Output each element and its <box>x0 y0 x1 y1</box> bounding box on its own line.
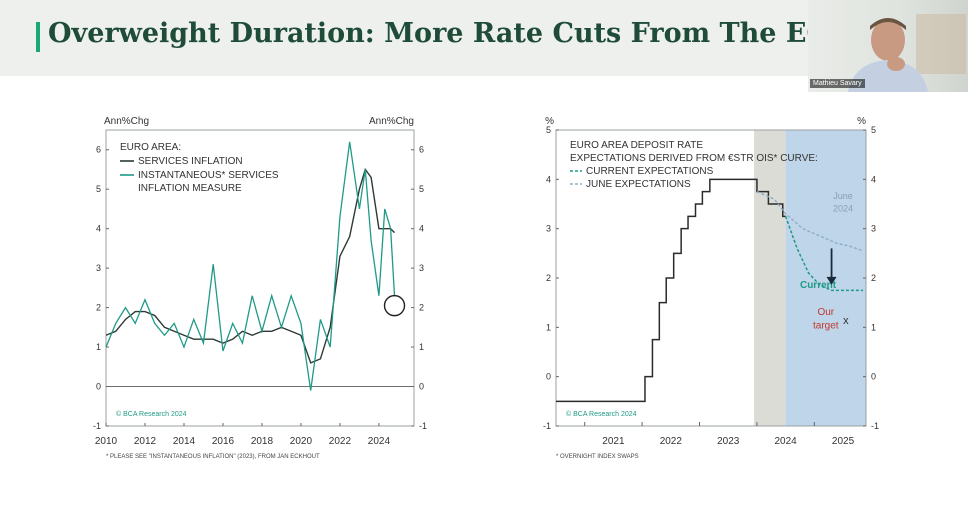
legend-label-instantaneous-line1: INSTANTANEOUS* SERVICES <box>138 170 279 181</box>
shaded-region-projection <box>785 130 866 426</box>
legend-title: EURO AREA: <box>120 142 181 153</box>
x-tick-label: 2022 <box>660 436 683 447</box>
x-tick-label: 2025 <box>832 436 855 447</box>
y-tick-label-left: 2 <box>96 303 101 313</box>
x-tick-label: 2020 <box>290 436 313 447</box>
y-tick-label-right: 5 <box>871 125 876 135</box>
y-tick-label-left: 6 <box>96 145 101 155</box>
x-tick-label: 2024 <box>368 436 391 447</box>
legend-label-services: SERVICES INFLATION <box>138 156 243 167</box>
series-line-services-inflation <box>105 167 396 364</box>
y-tick-label-left: -1 <box>543 421 551 431</box>
y-tick-label-left: 3 <box>96 263 101 273</box>
series-line-deposit-rate <box>556 178 786 403</box>
annotation-target-label-line2: target <box>813 320 839 331</box>
circle-annotation <box>383 294 406 317</box>
plot-frame <box>105 129 415 427</box>
y-tick-label-left: 3 <box>546 224 551 234</box>
slide-header: Overweight Duration: More Rate Cuts From… <box>0 0 968 76</box>
annotation-june-label-line2: 2024 <box>833 203 853 213</box>
y-tick-label-right: 4 <box>871 174 876 184</box>
y-tick-label-left: 1 <box>96 342 101 352</box>
presenter-silhouette <box>848 14 966 92</box>
annotation-current-label: Current <box>800 280 837 291</box>
annotation-target-label-line1: Our <box>817 307 834 318</box>
series-line-instantaneous-services <box>105 141 396 391</box>
left-axis-unit: % <box>545 116 554 127</box>
chart-left-svg: Ann%Chg Ann%Chg -1 -1 0 0 1 1 2 2 3 3 4 4 5 5 6 6 2010 2012… <box>93 116 427 460</box>
chart-right-svg: % % -1 -1 0 0 1 1 2 2 3 3 4 4 5 5 2021 2022 2023 2024 2025 EU… <box>543 116 879 460</box>
watermark: © BCA Research 2024 <box>116 410 187 418</box>
series-line-current-expectations <box>784 216 864 292</box>
chart-left: Ann%Chg Ann%Chg -1 -1 0 0 1 1 2 2 3 3 4 4 5 5 6 6 2010 2012… <box>86 108 446 468</box>
legend-label-current: CURRENT EXPECTATIONS <box>586 166 714 177</box>
y-tick-label-left: 0 <box>96 382 101 392</box>
annotation-target-marker: x <box>843 315 849 327</box>
y-tick-label-left: 4 <box>96 224 101 234</box>
x-tick-label: 2022 <box>329 436 352 447</box>
x-tick-label: 2014 <box>173 436 196 447</box>
x-tick-label: 2016 <box>212 436 235 447</box>
y-tick-label-left: -1 <box>93 421 101 431</box>
x-tick-label: 2010 <box>95 436 118 447</box>
x-tick-label: 2018 <box>251 436 274 447</box>
y-tick-label-right: -1 <box>871 421 879 431</box>
annotation-june-label-line1: June <box>833 191 853 201</box>
y-tick-label-left: 5 <box>96 184 101 194</box>
y-tick-label-right: 4 <box>419 224 424 234</box>
shaded-region-2024 <box>754 130 786 426</box>
chart-right: %% -1 -1 0 0 1 1 2 2 3 3 4 4 5 5 2021 2022 2023 2024 2025 EU… <box>522 108 892 468</box>
x-tick-label: 2021 <box>602 436 625 447</box>
y-tick-label-right: 2 <box>871 273 876 283</box>
x-tick-label: 2024 <box>775 436 798 447</box>
y-tick-label-right: 1 <box>871 322 876 332</box>
footnote: * OVERNIGHT INDEX SWAPS <box>556 454 639 460</box>
y-tick-label-left: 1 <box>546 322 551 332</box>
y-tick-label-left: 4 <box>546 174 551 184</box>
y-tick-label-right: 6 <box>419 145 424 155</box>
legend-title-line1: EURO AREA DEPOSIT RATE <box>570 140 703 151</box>
slide-title: Overweight Duration: More Rate Cuts From… <box>48 18 851 49</box>
webcam-video-tile[interactable]: Mathieu Savary <box>808 0 968 92</box>
legend-title-line2: EXPECTATIONS DERIVED FROM €STR OIS* CURV… <box>570 153 818 164</box>
x-tick-label: 2023 <box>717 436 740 447</box>
y-tick-label-left: 5 <box>546 125 551 135</box>
series-line-june-expectations <box>756 190 864 252</box>
footnote: * PLEASE SEE "INSTANTANEOUS INFLATION" (… <box>106 454 320 460</box>
legend-label-june: JUNE EXPECTATIONS <box>586 179 691 190</box>
y-tick-label-right: 3 <box>871 224 876 234</box>
y-tick-label-right: 0 <box>871 372 876 382</box>
right-axis-unit: % <box>857 116 866 127</box>
left-axis-unit: Ann%Chg <box>104 116 149 127</box>
watermark: © BCA Research 2024 <box>566 410 637 418</box>
participant-name: Mathieu Savary <box>810 79 865 88</box>
y-tick-label-right: -1 <box>419 421 427 431</box>
y-tick-label-right: 5 <box>419 184 424 194</box>
y-tick-label-right: 1 <box>419 342 424 352</box>
y-tick-label-right: 0 <box>419 382 424 392</box>
annotation-arrow-head <box>826 276 837 285</box>
y-tick-label-right: 2 <box>419 303 424 313</box>
legend-label-instantaneous-line2: INFLATION MEASURE <box>138 183 242 194</box>
y-tick-label-right: 3 <box>419 263 424 273</box>
title-accent-bar <box>36 22 40 52</box>
x-tick-label: 2012 <box>134 436 157 447</box>
right-axis-unit: Ann%Chg <box>369 116 414 127</box>
y-tick-label-left: 2 <box>546 273 551 283</box>
y-tick-label-left: 0 <box>546 372 551 382</box>
